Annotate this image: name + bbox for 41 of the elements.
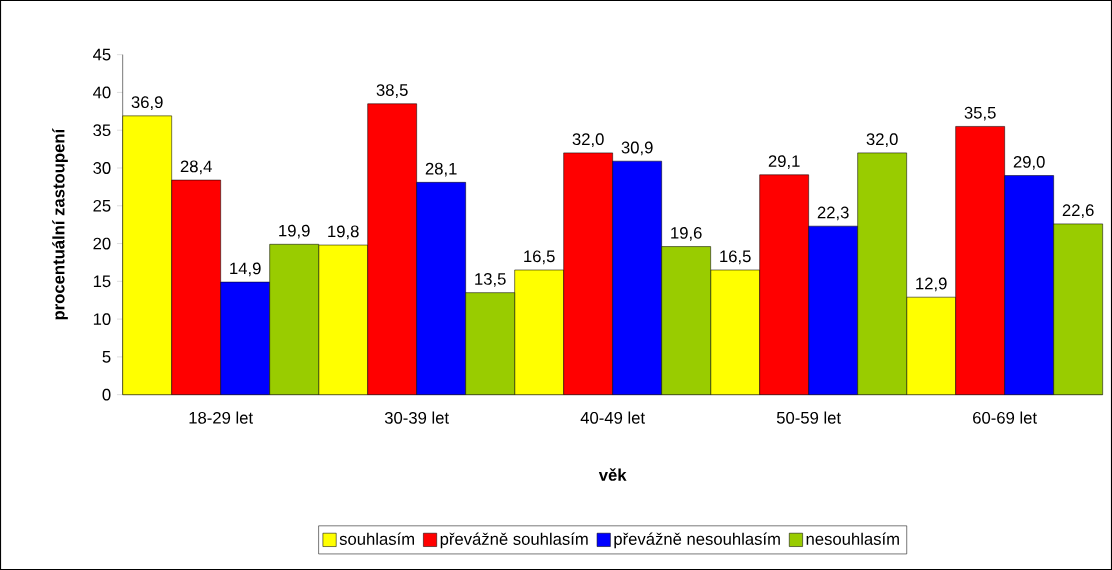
data-label: 12,9 <box>916 277 947 292</box>
legend-label: převážně nesouhlasím <box>614 532 780 549</box>
y-tick-label: 20 <box>93 237 111 250</box>
legend-label: souhlasím <box>339 532 414 545</box>
x-tick-label: 30-39 let <box>384 411 449 424</box>
x-tick-label: 60-69 let <box>973 411 1037 424</box>
data-label: 14,9 <box>230 262 261 277</box>
y-axis-title: procentuální zastoupení <box>52 128 68 320</box>
data-label: 35,5 <box>964 106 996 121</box>
y-tick-label: 40 <box>93 86 111 99</box>
data-label: 29,0 <box>1013 155 1045 170</box>
y-tick-label: 0 <box>102 388 111 401</box>
x-tick-label: 40-49 let <box>580 411 645 424</box>
data-label: 32,0 <box>572 133 604 148</box>
data-label: 28,1 <box>425 162 457 177</box>
data-label: 19,9 <box>279 224 310 239</box>
data-label: 22,3 <box>817 206 849 221</box>
y-tick-label: 45 <box>93 48 111 61</box>
y-tick-label: 25 <box>93 199 111 212</box>
data-label: 28,4 <box>180 160 212 175</box>
data-label: 38,5 <box>376 84 408 98</box>
data-label: 29,1 <box>768 155 800 169</box>
x-tick-label: 50-59 let <box>776 411 841 424</box>
data-label: 13,5 <box>475 273 506 287</box>
data-label: 16,5 <box>524 250 555 265</box>
x-tick-label: 18-29 let <box>189 411 253 424</box>
data-label: 32,0 <box>866 133 898 148</box>
legend-label: nesouhlasím <box>806 532 899 545</box>
x-axis-title: věk <box>598 468 627 481</box>
y-tick-label: 10 <box>93 313 111 325</box>
data-label: 19,6 <box>671 226 702 241</box>
legend-label: převážně souhlasím <box>440 532 588 549</box>
y-tick-label: 5 <box>102 351 111 363</box>
data-label: 36,9 <box>131 96 163 111</box>
data-label: 19,8 <box>328 225 359 240</box>
data-label: 30,9 <box>621 141 653 156</box>
y-tick-label: 30 <box>93 162 111 174</box>
data-label: 22,6 <box>1062 204 1094 219</box>
y-tick-label: 15 <box>93 275 111 288</box>
y-tick-label: 35 <box>93 124 111 137</box>
data-label: 16,5 <box>720 250 751 265</box>
